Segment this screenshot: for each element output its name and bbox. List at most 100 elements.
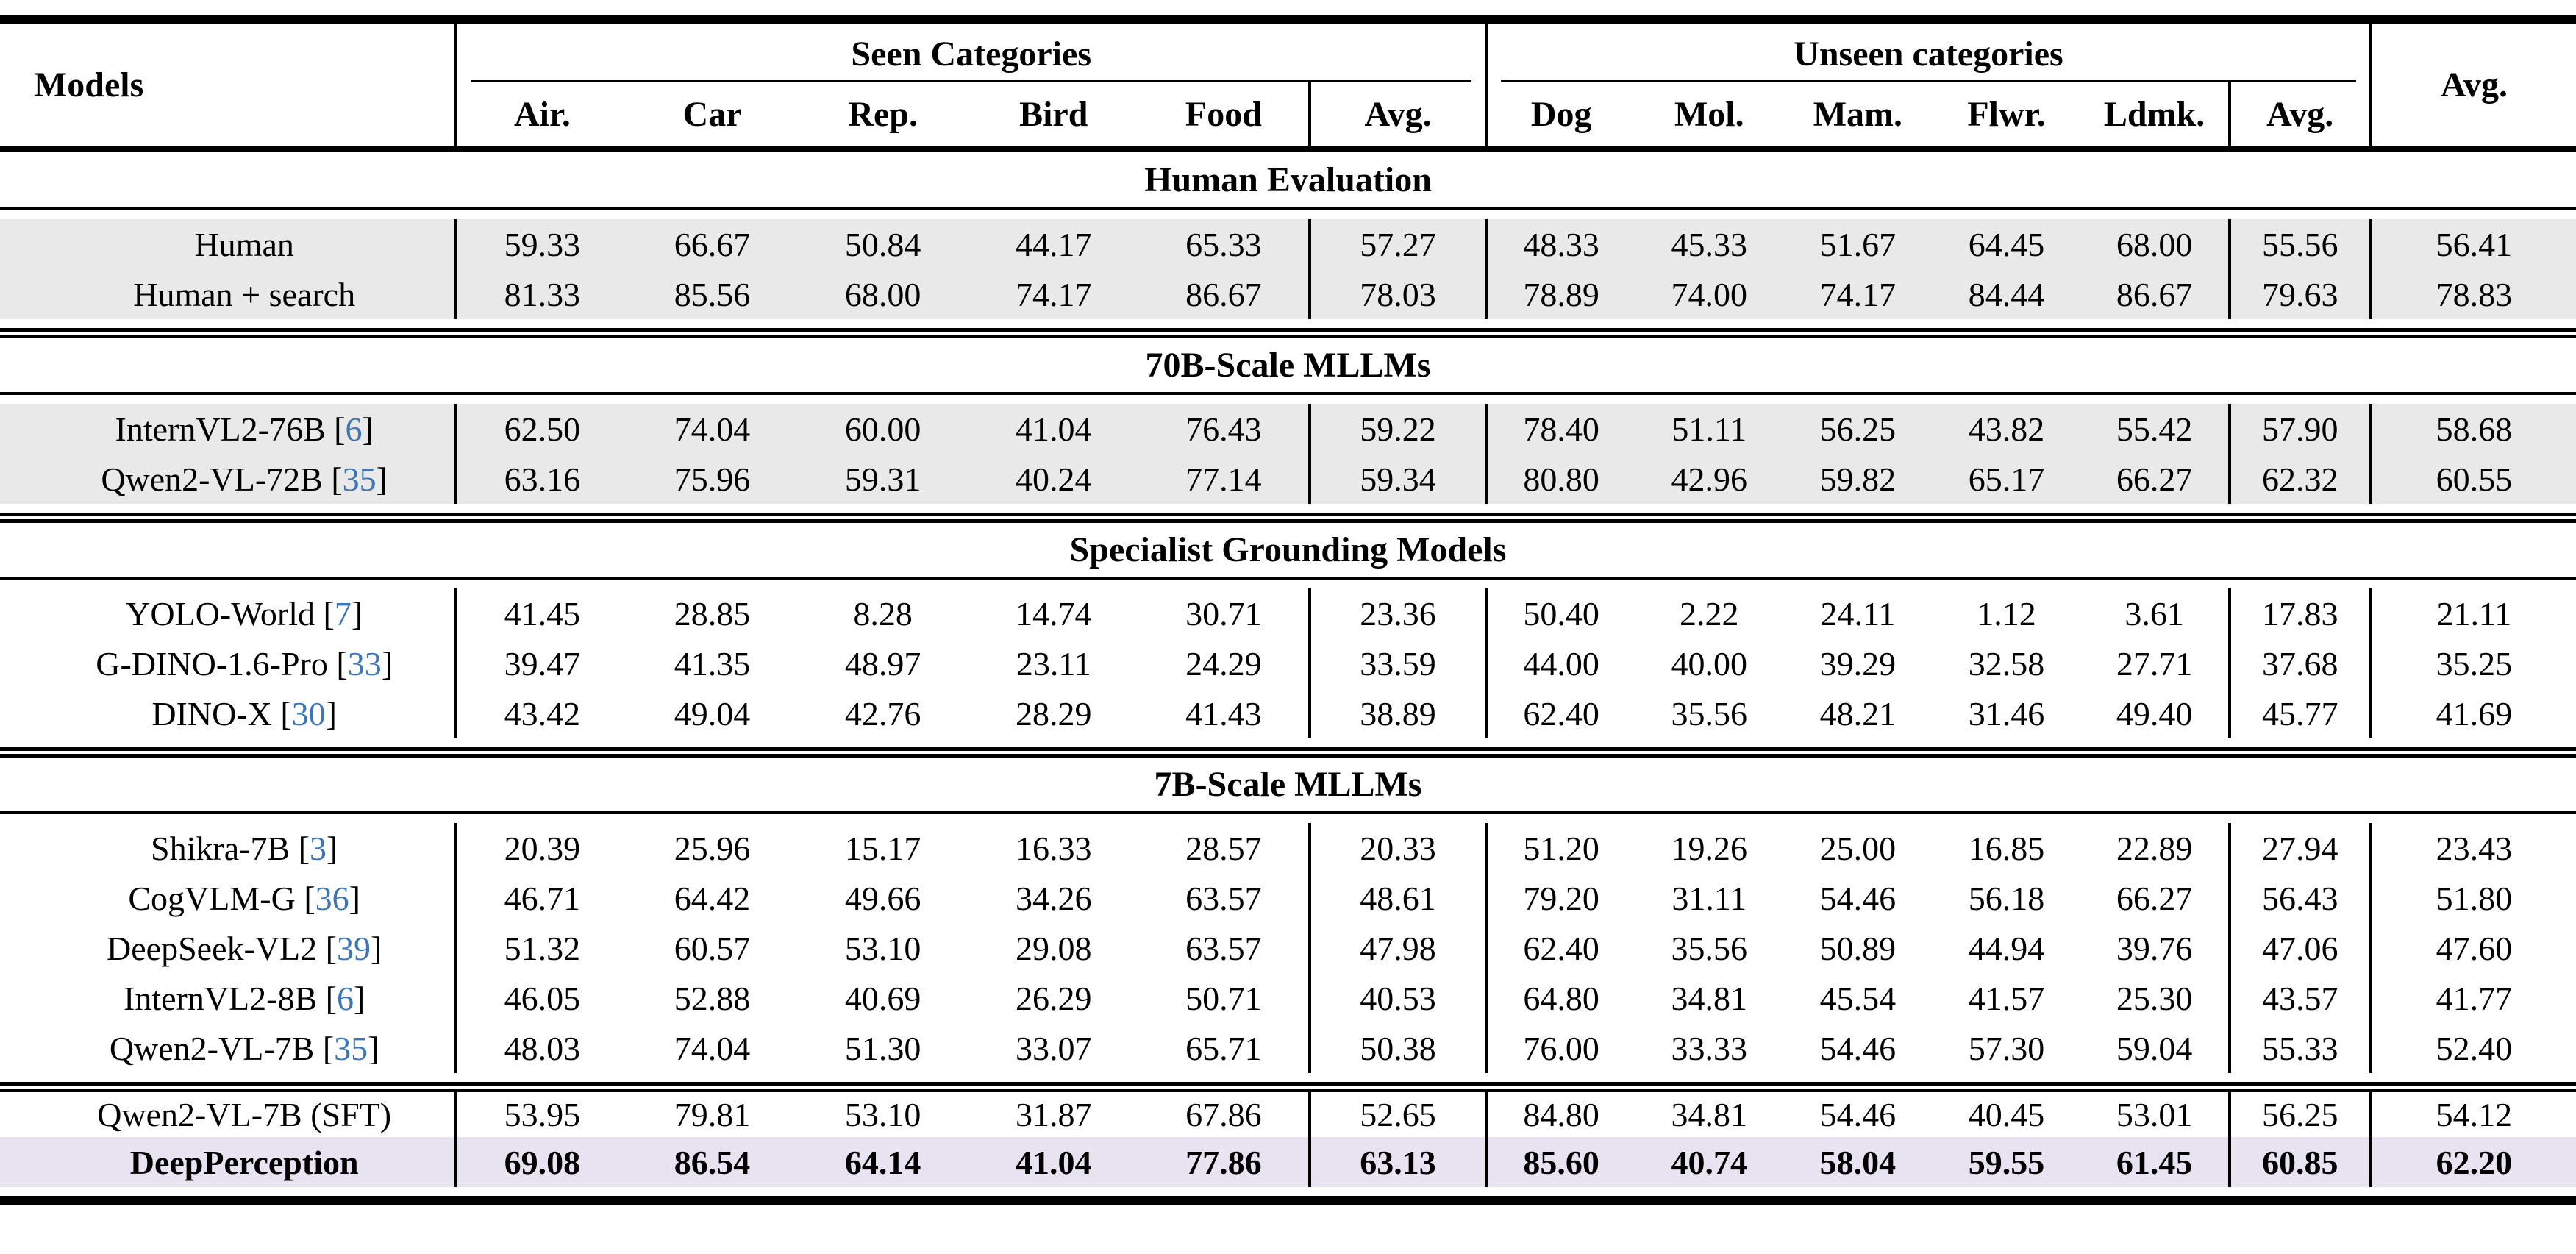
seen-categories-label: Seen Categories xyxy=(471,31,1472,82)
row-deepperception: DeepPerception 69.08 86.54 64.14 41.04 77.86 6… xyxy=(0,1137,2576,1187)
cell-mam: 54.46 xyxy=(1819,1029,1897,1067)
cell-dog: 85.60 xyxy=(1485,1137,1635,1187)
cell-car: 64.42 xyxy=(674,879,751,917)
section-header-row: 70B-Scale MLLMs xyxy=(0,328,2576,395)
cell-avg: 35.25 xyxy=(2369,638,2576,688)
col-header-flwr: Flwr. xyxy=(1932,82,2081,152)
cell-bird: 16.33 xyxy=(1016,829,1092,867)
cell-seen-avg: 59.22 xyxy=(1307,404,1487,454)
column-header-row: Air. Car Rep. Bird Food Avg. Dog Mol. Mam. Flwr. L… xyxy=(0,82,2576,152)
cell-mol: 51.11 xyxy=(1671,410,1747,448)
cell-bird: 41.04 xyxy=(1016,1143,1092,1181)
cell-rep: 48.97 xyxy=(844,644,921,683)
cell-avg: 58.68 xyxy=(2369,404,2576,454)
cell-unseen-avg: 62.32 xyxy=(2227,454,2371,504)
row-g-dino-1-6-pro: G-DINO-1.6-Pro [33] 39.47 41.35 48.97 23.11 2… xyxy=(0,638,2576,688)
cell-ldmk: 86.67 xyxy=(2116,275,2193,313)
model-name-cell: InternVL2-8B [6] xyxy=(124,979,365,1017)
cell-seen-avg: 63.13 xyxy=(1307,1137,1487,1187)
cell-car: 52.88 xyxy=(674,979,751,1017)
row-human: Human 59.33 66.67 50.84 44.17 65.33 57.27 48.33… xyxy=(0,219,2576,269)
citation-link[interactable]: 36 xyxy=(315,879,349,917)
cell-food: 77.14 xyxy=(1185,460,1262,498)
cell-food: 86.67 xyxy=(1185,275,1262,313)
cell-bird: 44.17 xyxy=(1016,225,1092,263)
spacer-cell xyxy=(0,393,2576,404)
spacer-row xyxy=(0,393,2576,404)
spacer-row xyxy=(0,578,2576,588)
citation-link[interactable]: 30 xyxy=(291,694,326,733)
section-title-70b-scale-mllms: 70B-Scale MLLMs xyxy=(0,328,2576,395)
model-name: YOLO-World xyxy=(126,594,315,633)
cell-rep: 59.31 xyxy=(844,460,921,498)
cell-flwr: 44.94 xyxy=(1968,929,2045,967)
cell-unseen-avg: 55.33 xyxy=(2227,1023,2371,1073)
model-name-cell: InternVL2-76B [6] xyxy=(115,410,374,448)
cell-car: 41.35 xyxy=(674,644,751,683)
cell-bird: 33.07 xyxy=(1016,1029,1092,1067)
cell-ldmk: 55.42 xyxy=(2116,410,2193,448)
cell-mol: 74.00 xyxy=(1671,275,1748,313)
cell-food: 24.29 xyxy=(1185,644,1262,683)
cell-dog: 62.40 xyxy=(1485,688,1635,738)
row-cogvlm-g: CogVLM-G [36] 46.71 64.42 49.66 34.26 63.57 48… xyxy=(0,873,2576,923)
cell-dog: 62.40 xyxy=(1485,923,1635,973)
citation-link[interactable]: 35 xyxy=(334,1029,368,1067)
cell-ldmk: 66.27 xyxy=(2116,879,2193,917)
cell-seen-avg: 52.65 xyxy=(1307,1082,1487,1137)
cell-rep: 60.00 xyxy=(844,410,921,448)
cell-air: 51.32 xyxy=(454,923,627,973)
cell-food: 65.33 xyxy=(1185,225,1262,263)
cell-air: 69.08 xyxy=(454,1137,627,1187)
cell-bird: 28.29 xyxy=(1016,694,1092,733)
cell-food: 63.57 xyxy=(1185,929,1262,967)
citation-link[interactable]: 33 xyxy=(347,644,382,683)
citation-link[interactable]: 39 xyxy=(336,929,371,967)
citation-link[interactable]: 6 xyxy=(336,979,354,1017)
cell-mol: 40.74 xyxy=(1671,1143,1748,1181)
cell-seen-avg: 23.36 xyxy=(1307,588,1487,638)
cell-rep: 64.14 xyxy=(844,1143,921,1181)
cell-unseen-avg: 56.43 xyxy=(2227,873,2371,923)
cell-seen-avg: 48.61 xyxy=(1307,873,1487,923)
spacer-cell xyxy=(0,209,2576,219)
cell-avg: 41.69 xyxy=(2369,688,2576,738)
citation-link[interactable]: 35 xyxy=(342,460,377,498)
cell-avg: 51.80 xyxy=(2369,873,2576,923)
cell-flwr: 1.12 xyxy=(1977,594,2036,633)
cell-air: 20.39 xyxy=(454,823,627,873)
cell-mam: 48.21 xyxy=(1819,694,1897,733)
model-name-cell: Shikra-7B [3] xyxy=(151,829,338,867)
citation-link[interactable]: 3 xyxy=(309,829,327,867)
cell-rep: 42.76 xyxy=(844,694,921,733)
cell-seen-avg: 47.98 xyxy=(1307,923,1487,973)
cell-mam: 54.46 xyxy=(1819,879,1897,917)
row-qwen2-vl-72b: Qwen2-VL-72B [35] 63.16 75.96 59.31 40.24 77.… xyxy=(0,454,2576,504)
cell-air: 41.45 xyxy=(454,588,627,638)
cell-seen-avg: 33.59 xyxy=(1307,638,1487,688)
cell-mam: 39.29 xyxy=(1819,644,1897,683)
cell-air: 39.47 xyxy=(454,638,627,688)
model-name-cell: DeepSeek-VL2 [39] xyxy=(107,929,382,967)
model-name: Qwen2-VL-72B xyxy=(101,460,323,498)
cell-flwr: 32.58 xyxy=(1968,644,2045,683)
cell-mol: 40.00 xyxy=(1671,644,1748,683)
cell-dog: 79.20 xyxy=(1485,873,1635,923)
cell-mol: 35.56 xyxy=(1671,694,1748,733)
cell-ldmk: 59.04 xyxy=(2116,1029,2193,1067)
cell-unseen-avg: 57.90 xyxy=(2227,404,2371,454)
model-name: CogVLM-G xyxy=(128,879,296,917)
cell-flwr: 64.45 xyxy=(1968,225,2045,263)
col-header-mol: Mol. xyxy=(1635,82,1784,152)
spacer-row xyxy=(0,209,2576,219)
model-name-cell: Human + search xyxy=(0,269,456,319)
section-title-human-evaluation: Human Evaluation xyxy=(0,149,2576,210)
cell-ldmk: 49.40 xyxy=(2116,694,2193,733)
cell-mol: 31.11 xyxy=(1671,879,1747,917)
cell-seen-avg: 20.33 xyxy=(1307,823,1487,873)
citation-link[interactable]: 7 xyxy=(334,594,352,633)
model-name-cell: Qwen2-VL-72B [35] xyxy=(101,460,388,498)
citation-link[interactable]: 6 xyxy=(345,410,363,448)
cell-flwr: 31.46 xyxy=(1968,694,2045,733)
cell-rep: 15.17 xyxy=(844,829,921,867)
